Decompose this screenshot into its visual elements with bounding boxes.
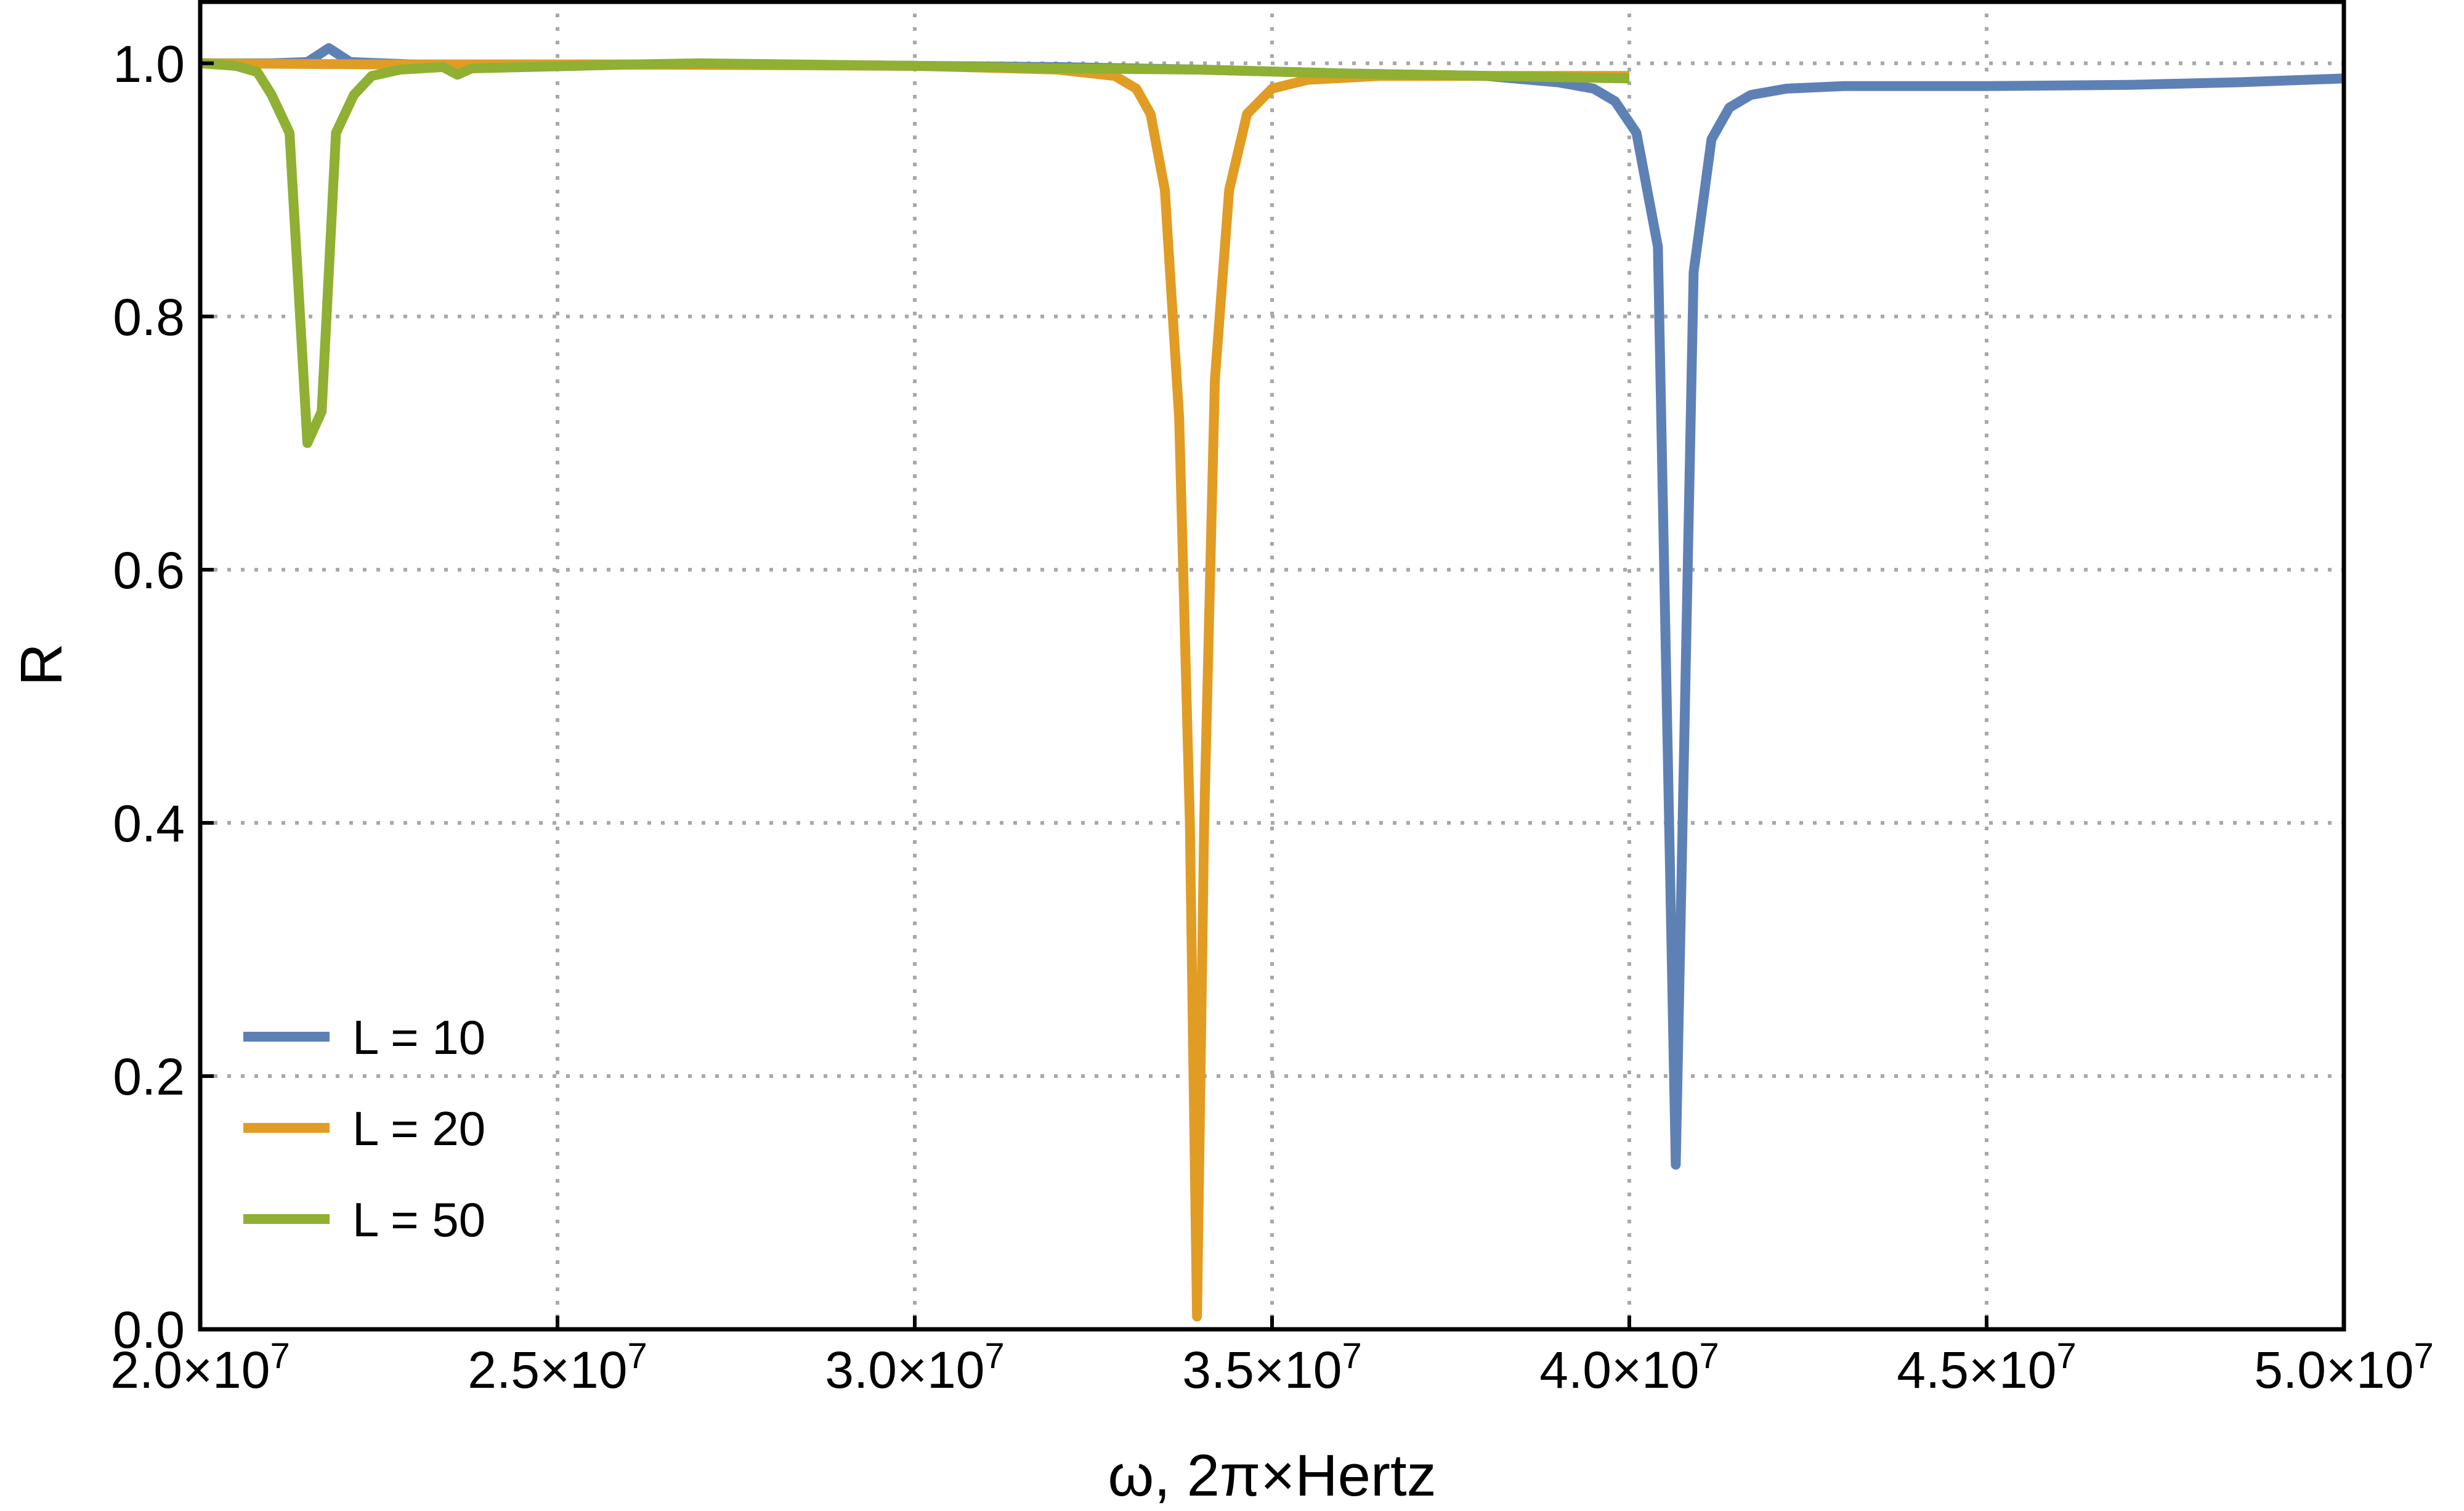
y-tick-label-4: 0.8 <box>113 288 185 346</box>
x-tick-label-1: 2.5×107 <box>468 1336 647 1399</box>
legend-label-1: L = 20 <box>352 1101 485 1156</box>
x-axis-label: ω, 2π×Hertz <box>1108 1443 1436 1509</box>
legend-label-0: L = 10 <box>352 1010 485 1064</box>
y-tick-label-2: 0.4 <box>113 795 185 853</box>
x-axis-ticks: 2.0×107 2.5×107 3.0×107 3.5×107 4.0×107 4.5×1… <box>110 1316 2434 1399</box>
data-series <box>200 43 2344 1322</box>
legend-label-2: L = 50 <box>352 1193 485 1247</box>
x-tick-label-5: 4.5×107 <box>1897 1336 2077 1399</box>
x-tick-label-2: 3.0×107 <box>825 1336 1005 1399</box>
y-axis-ticks: 0.0 0.2 0.4 0.6 0.8 1.0 <box>113 35 214 1359</box>
y-tick-label-0: 0.0 <box>113 1301 185 1359</box>
series-line-0 <box>200 43 2344 1170</box>
series-line-2 <box>200 58 1630 448</box>
y-tick-label-5: 1.0 <box>113 35 185 93</box>
x-tick-label-4: 4.0×107 <box>1539 1336 1719 1399</box>
x-tick-label-6: 5.0×107 <box>2254 1336 2434 1399</box>
y-tick-label-1: 0.2 <box>113 1048 185 1106</box>
legend: L = 10 L = 20 L = 50 <box>243 1010 485 1247</box>
x-tick-label-3: 3.5×107 <box>1182 1336 1362 1399</box>
x-tick-label-0: 2.0×107 <box>110 1336 290 1399</box>
grid-lines <box>200 0 2344 1329</box>
y-tick-label-3: 0.6 <box>113 541 185 599</box>
y-axis-label: R <box>9 643 75 686</box>
